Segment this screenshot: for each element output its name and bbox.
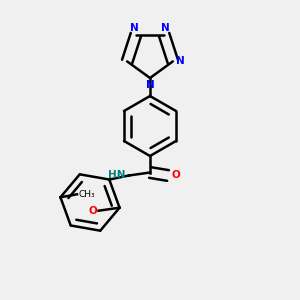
Text: N: N — [130, 23, 139, 33]
Text: N: N — [161, 23, 170, 33]
Text: O: O — [88, 206, 97, 216]
Text: N: N — [146, 80, 154, 89]
Text: O: O — [172, 170, 180, 181]
Text: CH₃: CH₃ — [79, 190, 95, 199]
Text: HN: HN — [108, 170, 125, 181]
Text: N: N — [176, 56, 184, 66]
